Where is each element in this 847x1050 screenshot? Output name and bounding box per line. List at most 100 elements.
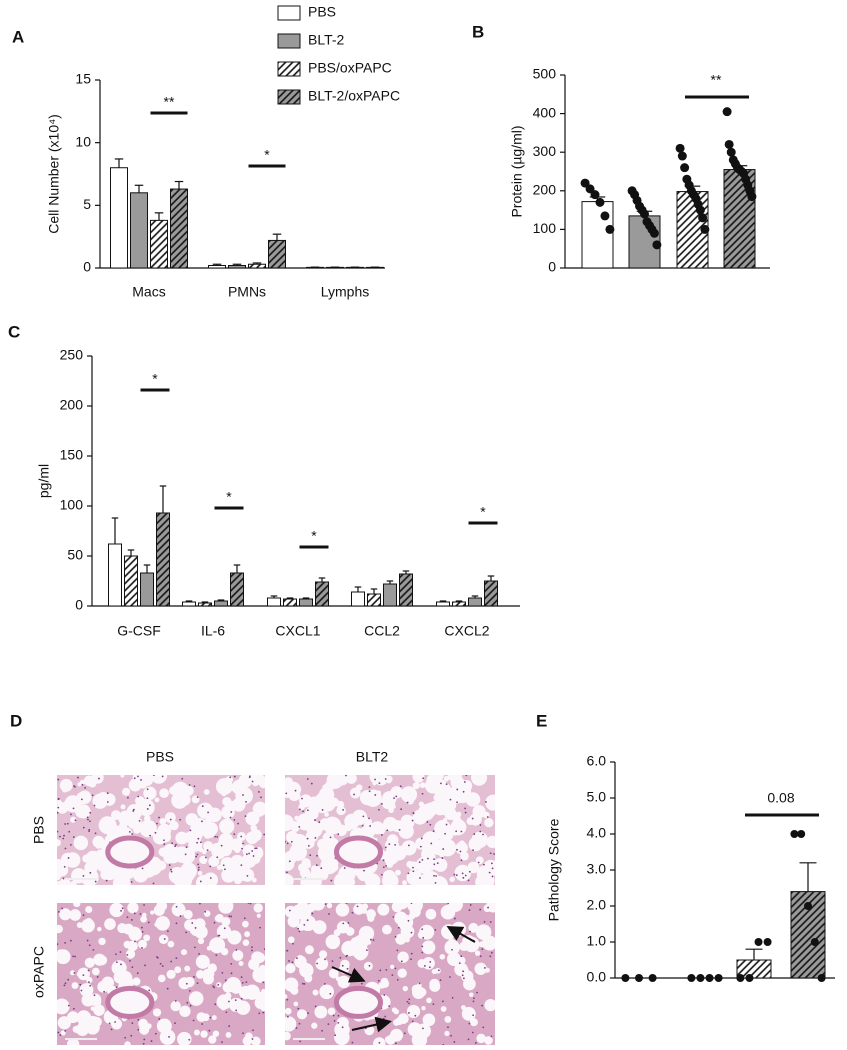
nucleus bbox=[73, 785, 75, 787]
alveolus bbox=[172, 789, 180, 797]
alveolus bbox=[207, 963, 217, 973]
alveolus bbox=[421, 1006, 426, 1011]
alveolus bbox=[174, 966, 182, 974]
alveolus bbox=[127, 903, 139, 914]
alveolus bbox=[261, 988, 265, 994]
alveolus bbox=[127, 809, 135, 817]
nucleus bbox=[138, 820, 141, 822]
alveolus bbox=[156, 829, 167, 840]
alveolus bbox=[70, 801, 81, 812]
nucleus bbox=[334, 1034, 337, 1037]
nucleus bbox=[286, 842, 289, 845]
alveolus bbox=[312, 989, 319, 996]
nucleus bbox=[148, 989, 151, 992]
data-point bbox=[649, 228, 659, 238]
nucleus bbox=[64, 1029, 67, 1032]
nucleus bbox=[388, 1005, 391, 1008]
nucleus bbox=[114, 1021, 117, 1023]
nucleus bbox=[57, 797, 60, 800]
alveolus bbox=[324, 812, 329, 817]
nucleus bbox=[339, 956, 342, 959]
nucleus bbox=[432, 1003, 435, 1006]
nucleus bbox=[456, 848, 458, 851]
nucleus bbox=[184, 853, 187, 856]
alveolus bbox=[164, 812, 176, 824]
nucleus bbox=[262, 981, 265, 984]
nucleus bbox=[306, 778, 309, 780]
y-tick-label: 2.0 bbox=[587, 897, 607, 913]
nucleus bbox=[394, 1042, 397, 1045]
alveolus bbox=[326, 903, 333, 909]
alveolus bbox=[287, 936, 295, 944]
data-point bbox=[726, 147, 736, 157]
alveolus bbox=[171, 903, 186, 917]
alveolus bbox=[156, 1018, 172, 1034]
nucleus bbox=[324, 903, 327, 906]
nucleus bbox=[175, 922, 178, 925]
data-point bbox=[600, 211, 610, 221]
nucleus bbox=[174, 1022, 176, 1024]
nucleus bbox=[382, 859, 385, 862]
alveolus bbox=[297, 863, 307, 872]
nucleus bbox=[473, 833, 476, 835]
nucleus bbox=[437, 969, 440, 972]
data-point bbox=[595, 197, 605, 207]
alveolus bbox=[111, 960, 127, 976]
nucleus bbox=[442, 1000, 444, 1003]
nucleus bbox=[94, 832, 97, 835]
nucleus bbox=[421, 858, 424, 861]
nucleus bbox=[288, 960, 290, 962]
nucleus bbox=[80, 989, 83, 992]
alveolus bbox=[459, 941, 469, 952]
nucleus bbox=[229, 776, 232, 779]
alveolus bbox=[57, 924, 63, 934]
nucleus bbox=[161, 965, 164, 967]
nucleus bbox=[89, 871, 92, 874]
error-bar bbox=[302, 597, 310, 599]
column-label: BLT2 bbox=[356, 749, 389, 765]
nucleus bbox=[385, 968, 388, 971]
nucleus bbox=[63, 984, 66, 987]
nucleus bbox=[72, 955, 75, 958]
nucleus bbox=[461, 872, 464, 875]
bar bbox=[315, 581, 329, 607]
alveolus bbox=[152, 1008, 162, 1017]
alveolus bbox=[296, 1009, 308, 1020]
nucleus bbox=[96, 976, 99, 978]
alveolus bbox=[57, 998, 70, 1015]
nucleus bbox=[490, 951, 493, 954]
nucleus bbox=[194, 927, 197, 929]
nucleus bbox=[230, 915, 233, 918]
alveolus bbox=[228, 783, 236, 791]
alveolus bbox=[77, 1016, 87, 1026]
nucleus bbox=[251, 946, 253, 949]
alveolus bbox=[183, 909, 193, 920]
nucleus bbox=[294, 789, 297, 792]
nucleus bbox=[482, 863, 485, 866]
alveolus bbox=[306, 821, 323, 838]
nucleus bbox=[420, 837, 423, 840]
alveolus bbox=[397, 951, 409, 963]
nucleus bbox=[472, 1014, 475, 1017]
nucleus bbox=[310, 782, 313, 785]
error-bar bbox=[154, 212, 164, 221]
nucleus bbox=[376, 862, 379, 865]
nucleus bbox=[141, 926, 143, 929]
nucleus bbox=[62, 837, 65, 840]
nucleus bbox=[468, 909, 471, 911]
nucleus bbox=[80, 798, 83, 801]
bar bbox=[228, 264, 246, 269]
error-bar bbox=[233, 564, 241, 573]
nucleus bbox=[290, 840, 293, 843]
nucleus bbox=[471, 1031, 474, 1034]
alveolus bbox=[484, 818, 494, 828]
data-point bbox=[677, 151, 687, 161]
arrow bbox=[446, 926, 476, 943]
data-point bbox=[621, 974, 630, 982]
alveolus bbox=[195, 970, 205, 979]
nucleus bbox=[137, 1028, 140, 1031]
data-point bbox=[736, 974, 745, 982]
nucleus bbox=[306, 837, 309, 840]
alveolus bbox=[71, 982, 79, 990]
nucleus bbox=[383, 994, 386, 996]
